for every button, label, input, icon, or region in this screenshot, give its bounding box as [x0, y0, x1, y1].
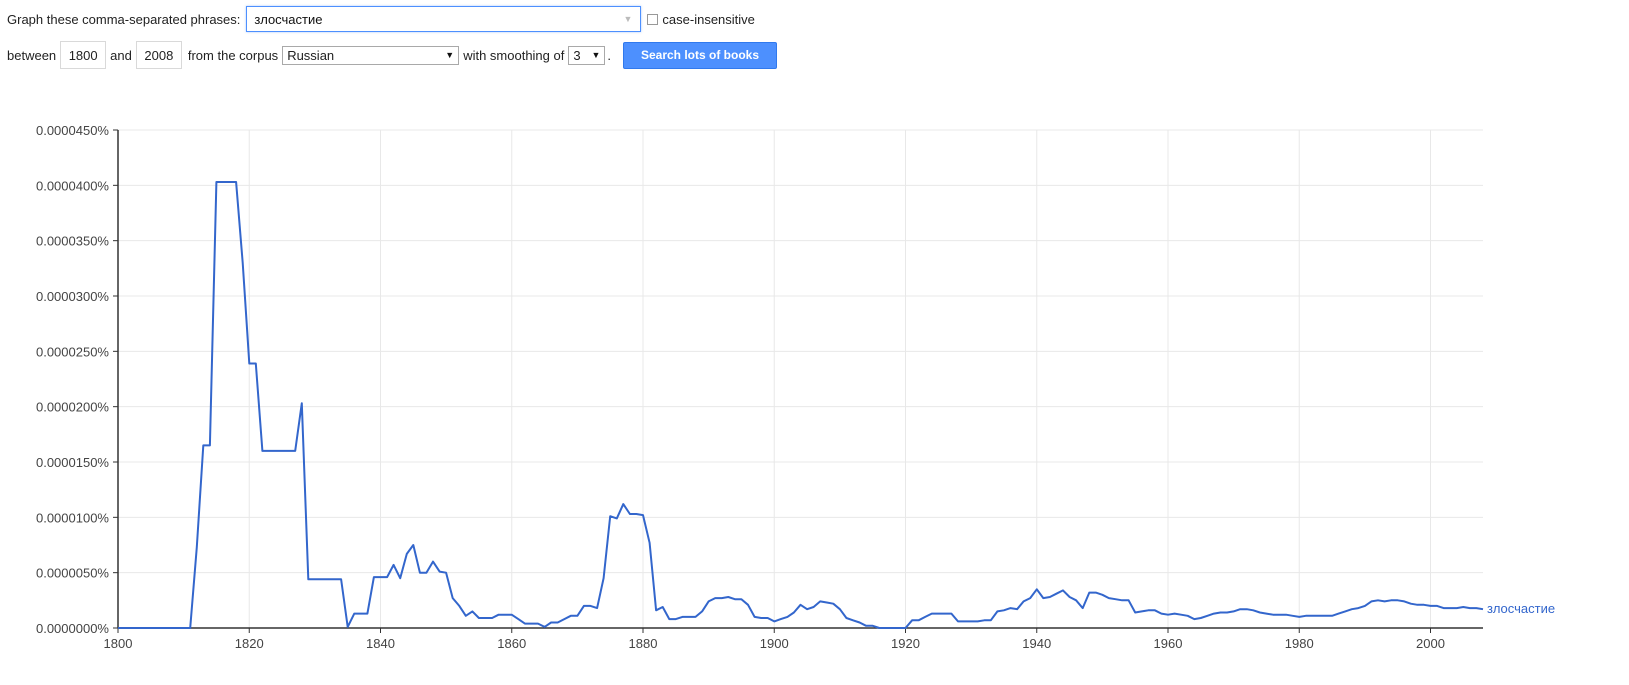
- y-tick-label: 0.0000150%: [36, 455, 109, 470]
- corpus-select[interactable]: Russian ▼: [282, 45, 460, 65]
- grid: [118, 129, 1483, 628]
- phrases-label: Graph these comma-separated phrases:: [7, 11, 241, 27]
- y-tick-label: 0.0000050%: [36, 566, 109, 581]
- x-tick-label: 1940: [1022, 636, 1051, 651]
- smoothing-chevron-down-icon: ▼: [591, 50, 601, 60]
- x-tick-label: 1860: [497, 636, 526, 651]
- query-row: Graph these comma-separated phrases: зло…: [7, 4, 755, 34]
- options-row: between 1800 and 2008 from the corpus Ru…: [7, 40, 777, 70]
- smoothing-select-value: 3: [573, 47, 581, 63]
- x-tick-label: 1980: [1285, 636, 1314, 651]
- period-text: .: [607, 47, 611, 63]
- series-line[interactable]: [118, 181, 1484, 629]
- case-insensitive-checkbox[interactable]: [647, 13, 659, 25]
- x-axis-ticks: 1800 1820 1840 1860 1880 1900 1920 1940 1960 1980…: [104, 628, 1445, 651]
- y-axis-ticks: 0.0000000% 0.0000050% 0.0000100% 0.0000150%…: [36, 123, 118, 636]
- phrase-input[interactable]: злосчастие ▼: [246, 6, 642, 32]
- between-label: between: [7, 47, 57, 63]
- series-layer: злосчастие: [118, 181, 1555, 629]
- y-tick-label: 0.0000000%: [36, 621, 109, 636]
- corpus-label: from the corpus: [187, 47, 279, 63]
- start-year-input[interactable]: 1800: [60, 41, 107, 69]
- x-tick-label: 1800: [104, 636, 133, 651]
- x-tick-label: 1820: [235, 636, 264, 651]
- y-tick-label: 0.0000100%: [36, 510, 109, 525]
- y-tick-label: 0.0000300%: [36, 289, 109, 304]
- y-tick-label: 0.0000250%: [36, 344, 109, 359]
- and-label: and: [110, 47, 132, 63]
- case-insensitive-label[interactable]: case-insensitive: [662, 11, 755, 27]
- search-button[interactable]: Search lots of books: [622, 41, 777, 69]
- x-tick-label: 1840: [366, 636, 395, 651]
- phrase-input-value: злосчастие: [254, 11, 323, 27]
- series-label[interactable]: злосчастие: [1487, 601, 1555, 616]
- x-tick-label: 1920: [891, 636, 920, 651]
- x-tick-label: 1960: [1154, 636, 1183, 651]
- y-tick-label: 0.0000200%: [36, 400, 109, 415]
- y-tick-label: 0.0000450%: [36, 123, 109, 138]
- smoothing-label: with smoothing of: [463, 47, 565, 63]
- corpus-select-value: Russian: [287, 47, 335, 63]
- corpus-chevron-down-icon: ▼: [445, 50, 455, 60]
- end-year-input[interactable]: 2008: [135, 41, 182, 69]
- x-tick-label: 2000: [1416, 636, 1445, 651]
- smoothing-select[interactable]: 3 ▼: [568, 45, 606, 65]
- y-tick-label: 0.0000350%: [36, 234, 109, 249]
- axes: [117, 130, 1483, 629]
- dropdown-caret-icon[interactable]: ▼: [623, 14, 633, 24]
- x-tick-label: 1880: [629, 636, 658, 651]
- x-tick-label: 1900: [760, 636, 789, 651]
- y-tick-label: 0.0000400%: [36, 178, 109, 193]
